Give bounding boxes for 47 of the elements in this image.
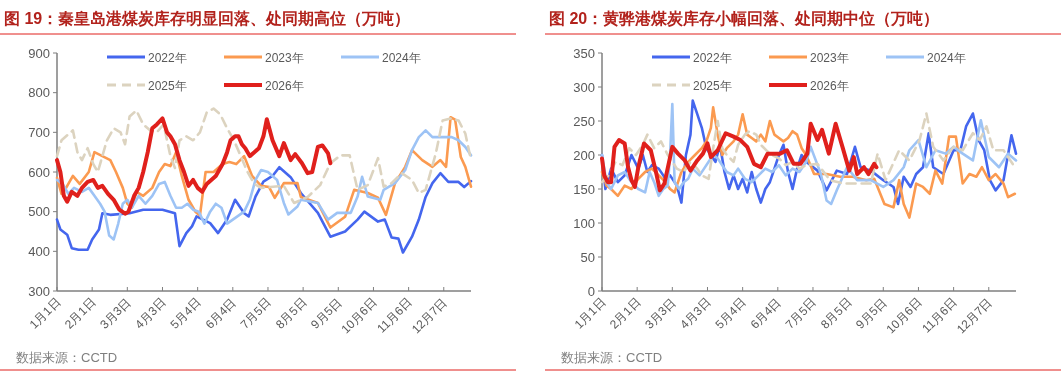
- x-tick-label: 3月3日: [97, 295, 134, 332]
- y-tick-label: 300: [573, 79, 595, 95]
- legend-label: 2022年: [693, 50, 732, 65]
- legend-label: 2026年: [265, 78, 304, 93]
- source-note: 数据来源：CCTD: [16, 350, 118, 365]
- legend-label: 2024年: [382, 50, 421, 65]
- chart-title: 图 19：秦皇岛港煤炭库存明显回落、处同期高位（万吨）: [4, 9, 411, 28]
- y-tick-label: 900: [28, 45, 50, 61]
- x-tick-label: 4月3日: [132, 295, 169, 332]
- line-series: [55, 116, 333, 216]
- legend-label: 2023年: [810, 50, 849, 65]
- x-tick-label: 4月3日: [677, 295, 714, 332]
- x-tick-label: 5月4日: [712, 295, 749, 332]
- x-tick-label: 5月4日: [167, 295, 204, 332]
- line-series: [600, 121, 879, 193]
- x-tick-label: 3月3日: [642, 295, 679, 332]
- x-tick-label: 7月5日: [237, 295, 275, 332]
- line-series: [600, 112, 1017, 185]
- legend-label: 2024年: [927, 50, 966, 65]
- x-tick-label: 6月4日: [202, 295, 239, 332]
- x-tick-label: 2月1日: [61, 295, 99, 332]
- y-tick-label: 800: [28, 85, 50, 101]
- chart-title: 图 20：黄骅港煤炭库存小幅回落、处同期中位（万吨）: [549, 10, 940, 28]
- y-tick-label: 400: [28, 243, 50, 259]
- x-tick-label: 8月5日: [817, 295, 855, 332]
- x-tick-label: 8月5日: [272, 295, 310, 332]
- y-tick-label: 500: [28, 204, 50, 220]
- y-tick-label: 50: [580, 249, 595, 265]
- y-tick-label: 350: [573, 45, 595, 61]
- source-note: 数据来源：CCTD: [561, 350, 663, 365]
- legend-label: 2025年: [693, 78, 732, 93]
- y-tick-label: 250: [573, 113, 595, 129]
- x-tick-label: 6月4日: [747, 295, 784, 332]
- legend-label: 2025年: [148, 78, 187, 93]
- line-series: [55, 165, 473, 254]
- legend-label: 2022年: [148, 50, 187, 65]
- line-series: [55, 107, 473, 205]
- y-tick-label: 700: [28, 124, 50, 140]
- y-tick-label: 600: [28, 164, 50, 180]
- legend-label: 2023年: [265, 50, 304, 65]
- y-tick-label: 200: [573, 147, 595, 163]
- y-tick-label: 100: [573, 215, 595, 231]
- legend-label: 2026年: [810, 78, 849, 93]
- x-tick-label: 2月1日: [606, 295, 644, 332]
- y-tick-label: 150: [573, 181, 595, 197]
- line-series: [55, 129, 473, 241]
- x-tick-label: 7月5日: [782, 295, 820, 332]
